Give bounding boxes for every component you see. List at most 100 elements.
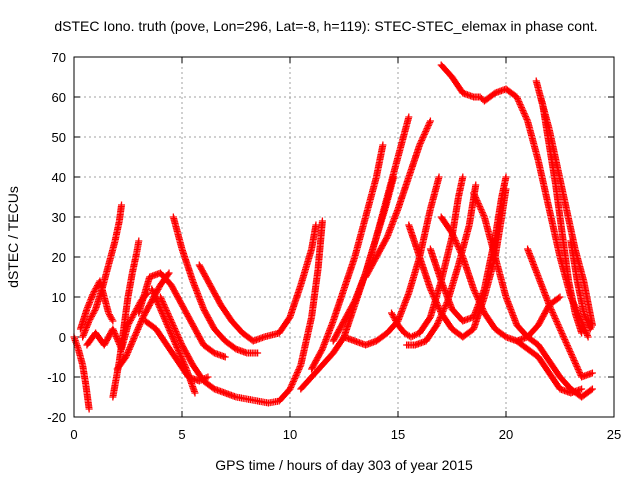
- data-point: [382, 234, 390, 242]
- data-point: [474, 294, 482, 302]
- data-point: [568, 352, 576, 360]
- data-point: [515, 98, 523, 105]
- data-point: [175, 334, 183, 341]
- data-point: [471, 192, 479, 200]
- data-point: [123, 351, 131, 359]
- data-point: [392, 317, 400, 324]
- data-point: [191, 389, 199, 397]
- data-point: [426, 119, 434, 126]
- data-point: [478, 209, 486, 216]
- data-point: [129, 336, 137, 344]
- data-point: [559, 331, 567, 339]
- data-point: [89, 289, 97, 297]
- data-point: [167, 316, 175, 323]
- data-point: [555, 322, 563, 330]
- data-point: [391, 315, 399, 323]
- data-point: [85, 317, 93, 325]
- data-point: [476, 203, 484, 210]
- data-point: [405, 113, 413, 121]
- data-point: [288, 381, 296, 388]
- data-point: [126, 344, 134, 352]
- data-point: [430, 294, 438, 302]
- data-point: [478, 207, 486, 215]
- data-point: [479, 210, 487, 218]
- data-point: [584, 333, 592, 341]
- data-point: [85, 405, 93, 413]
- data-point: [574, 366, 582, 373]
- data-point: [470, 191, 478, 198]
- data-point: [554, 321, 562, 328]
- data-point: [174, 332, 182, 340]
- data-point: [427, 287, 435, 294]
- data-point: [522, 113, 530, 120]
- y-tick-label: 0: [59, 330, 66, 345]
- data-point: [547, 304, 555, 312]
- data-point: [423, 125, 431, 132]
- data-point: [169, 322, 177, 329]
- data-point: [516, 99, 523, 107]
- data-point: [295, 366, 303, 373]
- data-point: [419, 134, 427, 141]
- data-point: [477, 206, 485, 213]
- data-point: [176, 350, 184, 358]
- data-point: [471, 288, 479, 296]
- data-point: [564, 343, 572, 351]
- data-point: [150, 291, 158, 299]
- data-point: [126, 318, 134, 326]
- y-axis-title: dSTEC / TECUs: [5, 186, 21, 288]
- data-point: [570, 355, 577, 363]
- data-point: [552, 316, 560, 324]
- data-point: [173, 331, 181, 338]
- data-point: [472, 194, 480, 201]
- data-point: [170, 323, 178, 331]
- data-point: [161, 304, 169, 311]
- y-tick-label: 60: [52, 90, 66, 105]
- data-point: [175, 348, 183, 356]
- data-point: [379, 141, 387, 149]
- data-point: [551, 313, 559, 321]
- data-point: [163, 308, 171, 316]
- data-point: [112, 331, 120, 339]
- data-point: [289, 378, 297, 385]
- data-series: [135, 269, 229, 361]
- x-tick-label: 5: [178, 427, 185, 442]
- data-point: [474, 198, 482, 206]
- data-point: [134, 324, 142, 332]
- data-point: [434, 318, 442, 326]
- series-layer: [70, 61, 596, 413]
- data-point: [473, 197, 481, 204]
- data-series: [76, 277, 117, 333]
- data-point: [167, 317, 175, 325]
- data-point: [160, 302, 168, 310]
- data-point: [514, 96, 522, 104]
- data-point: [172, 342, 180, 350]
- data-point: [109, 325, 117, 333]
- data-series: [169, 213, 262, 357]
- data-point: [588, 369, 596, 377]
- data-point: [569, 354, 577, 361]
- data-point: [125, 320, 133, 327]
- data-point: [435, 173, 443, 181]
- data-point: [166, 314, 174, 322]
- data-point: [431, 296, 439, 303]
- data-point: [588, 385, 596, 393]
- y-tick-label: 50: [52, 130, 66, 145]
- data-point: [480, 212, 488, 219]
- plot-frame: [73, 56, 615, 418]
- data-point: [129, 312, 137, 320]
- y-tick-label: 40: [52, 170, 66, 185]
- data-point: [474, 296, 482, 303]
- data-point: [455, 246, 463, 253]
- data-point: [88, 313, 96, 320]
- data-series: [83, 289, 151, 353]
- data-point: [109, 317, 117, 325]
- data-point: [422, 128, 430, 135]
- data-point: [124, 347, 132, 355]
- data-series: [524, 245, 596, 381]
- data-point: [449, 232, 457, 240]
- data-point: [560, 334, 568, 342]
- data-point: [177, 338, 185, 346]
- data-point: [168, 331, 176, 339]
- data-point: [312, 221, 320, 229]
- data-point: [432, 299, 440, 306]
